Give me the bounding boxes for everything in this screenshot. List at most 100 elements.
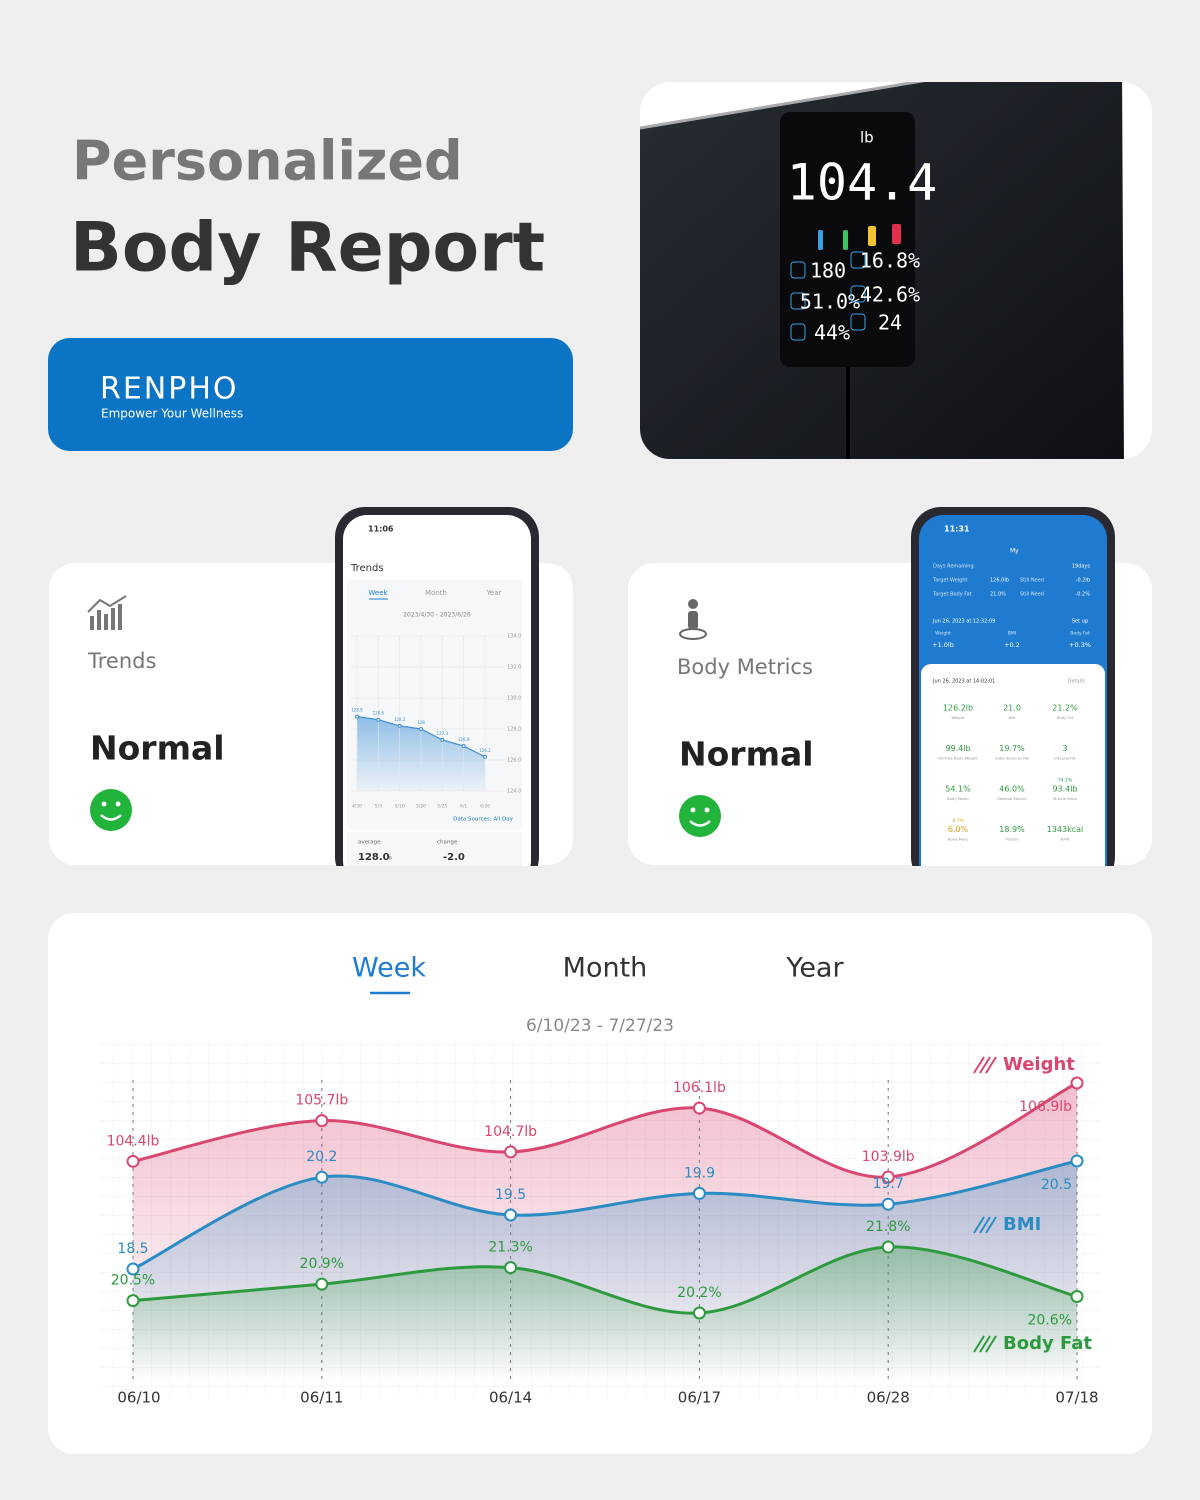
data-label: 20.6% (1028, 1313, 1072, 1329)
data-label: 20.5% (111, 1273, 155, 1289)
phone-text: 21.2% (1052, 704, 1078, 713)
phone-text: Week (368, 589, 388, 597)
legend-hatch (985, 1335, 997, 1353)
phone-text: BMI (1008, 715, 1015, 720)
data-label: 21.3% (488, 1240, 532, 1256)
x-tick-label: 06/17 (678, 1389, 721, 1407)
phone-text: change (437, 840, 458, 846)
phone-text: 18.9% (999, 825, 1025, 834)
phone-text: 19.7% (999, 744, 1025, 753)
phone-text: Fat-free Body Weight (938, 756, 978, 761)
phone-text: 6/26 (480, 804, 490, 810)
data-label: 19.5 (495, 1187, 526, 1203)
phone-text: 132.0 (507, 665, 521, 671)
phone-text: 128.0 (507, 727, 521, 733)
display-reading: 44% (814, 321, 850, 345)
eyebrow: Personalized (72, 130, 463, 193)
phone-text: Year (486, 589, 502, 597)
display-reading: 180 (810, 259, 846, 283)
data-point (504, 1261, 518, 1275)
phone-text: 126.9 (458, 737, 470, 742)
scale-edge (640, 82, 1109, 130)
smiley (90, 789, 132, 831)
mini-point (483, 754, 487, 759)
display-unit: lb (860, 129, 874, 147)
metrics-screen: 11:31 My Days Remaining 19days Target Weight… (932, 525, 1091, 842)
phone-text: My (1010, 548, 1019, 555)
mini-point (419, 727, 423, 731)
led (843, 230, 848, 250)
phone-text: 130.0 (507, 696, 521, 702)
card-label: Trends (87, 649, 156, 673)
phone-text: 46.0% (999, 785, 1025, 794)
display-icon (850, 285, 866, 303)
phone-text: average (358, 840, 381, 846)
series-area (133, 1246, 1077, 1380)
data-point (692, 1306, 706, 1320)
mini-point (355, 714, 359, 719)
phone-text: 99.4lb (945, 744, 970, 753)
title: Body Report (70, 209, 545, 288)
person-icon (679, 599, 707, 640)
data-point (126, 1154, 140, 1168)
phone-text: Visceral Fat (1054, 756, 1076, 761)
phone-text: 128.8 (351, 708, 363, 713)
legend-hatch (979, 1335, 991, 1353)
x-tick-label: 06/28 (867, 1389, 910, 1407)
data-point (692, 1186, 706, 1200)
phone-text: 21.0% (990, 592, 1006, 598)
phone-text: Protein (1005, 837, 1019, 842)
display-icon (790, 292, 806, 310)
series-line (132, 1159, 1078, 1271)
display-reading: 51.0% (800, 290, 860, 314)
phone-text: Jun 26, 2023 at 14:02:01 (932, 679, 995, 685)
data-point (881, 1197, 895, 1211)
phone-text: -0.2lb (1076, 578, 1090, 584)
data-point (692, 1101, 706, 1115)
data-point (315, 1170, 329, 1184)
phone-text: 6.0% (948, 825, 969, 834)
data-point (315, 1114, 329, 1128)
display-icon (850, 313, 866, 331)
card-status: Normal (679, 735, 814, 774)
data-label: 104.4lb (107, 1133, 160, 1149)
phone-text: 5/20 (416, 804, 426, 810)
phone-text: Weight (935, 631, 951, 637)
phone-text: Data Sources: All Day (453, 817, 513, 823)
data-label: 104.7lb (484, 1124, 537, 1140)
main-chart: Week Month Year 6/10/23 - 7/27/23 06/10 06/11… (107, 953, 1099, 1407)
brand-name: RENPHO (100, 372, 239, 407)
data-label: 20.2 (306, 1149, 337, 1165)
phone-text: 6/1 (460, 804, 467, 810)
phone-text: lb (387, 856, 393, 862)
legend-label: BMI (1003, 1214, 1041, 1235)
phone-text: Still Need (1020, 578, 1044, 584)
card-label: Body Metrics (677, 655, 813, 679)
legend-hatch (979, 1056, 991, 1074)
phone-text: 5/25 (437, 804, 447, 810)
phone-text: 8.7% (952, 818, 964, 824)
phone-text: Target Weight (932, 578, 968, 584)
data-point (1070, 1076, 1084, 1090)
phone-text: 74.1% (1058, 778, 1073, 784)
summary-panel (347, 832, 522, 872)
phone-text: Still Need (1020, 592, 1044, 598)
phone-text: Set up (1072, 619, 1088, 625)
phone-text: Weight (951, 715, 965, 720)
data-label: 20.5 (1041, 1177, 1072, 1193)
legend-label: Weight (1003, 1054, 1075, 1075)
phone-text: 126.2 (479, 748, 491, 753)
data-label: 103.9lb (862, 1149, 915, 1165)
data-label: 106.9lb (1019, 1099, 1072, 1115)
series-line (132, 1245, 1078, 1315)
data-label: 18.5 (117, 1241, 148, 1257)
period-tab: Week (352, 953, 426, 984)
phone-text: 11:31 (944, 525, 970, 534)
brand-banner (48, 338, 573, 451)
phone-text: 2023/4/30 - 2023/6/26 (403, 612, 471, 619)
data-label: 106.1lb (673, 1080, 726, 1096)
phone-text: Body Water (947, 796, 969, 801)
phone-text: 127.3 (437, 731, 449, 736)
phone-text: 19days (1072, 564, 1091, 570)
data-point (126, 1294, 140, 1308)
